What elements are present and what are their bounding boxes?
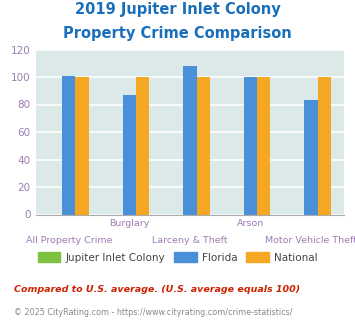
- Bar: [318, 77, 331, 214]
- Text: © 2025 CityRating.com - https://www.cityrating.com/crime-statistics/: © 2025 CityRating.com - https://www.city…: [14, 308, 293, 316]
- Text: All Property Crime: All Property Crime: [26, 236, 112, 245]
- Legend: Jupiter Inlet Colony, Florida, National: Jupiter Inlet Colony, Florida, National: [33, 248, 322, 267]
- Bar: [76, 77, 89, 214]
- Text: Motor Vehicle Theft: Motor Vehicle Theft: [265, 236, 355, 245]
- Text: Larceny & Theft: Larceny & Theft: [152, 236, 228, 245]
- Bar: [123, 95, 136, 214]
- Text: Property Crime Comparison: Property Crime Comparison: [63, 26, 292, 41]
- Text: Burglary: Burglary: [109, 219, 149, 228]
- Bar: [136, 77, 149, 214]
- Text: Arson: Arson: [237, 219, 264, 228]
- Text: Compared to U.S. average. (U.S. average equals 100): Compared to U.S. average. (U.S. average …: [14, 285, 300, 294]
- Bar: [304, 100, 318, 214]
- Bar: [244, 77, 257, 214]
- Bar: [197, 77, 210, 214]
- Bar: [183, 66, 197, 214]
- Bar: [257, 77, 271, 214]
- Text: 2019 Jupiter Inlet Colony: 2019 Jupiter Inlet Colony: [75, 2, 280, 16]
- Bar: [62, 76, 76, 214]
